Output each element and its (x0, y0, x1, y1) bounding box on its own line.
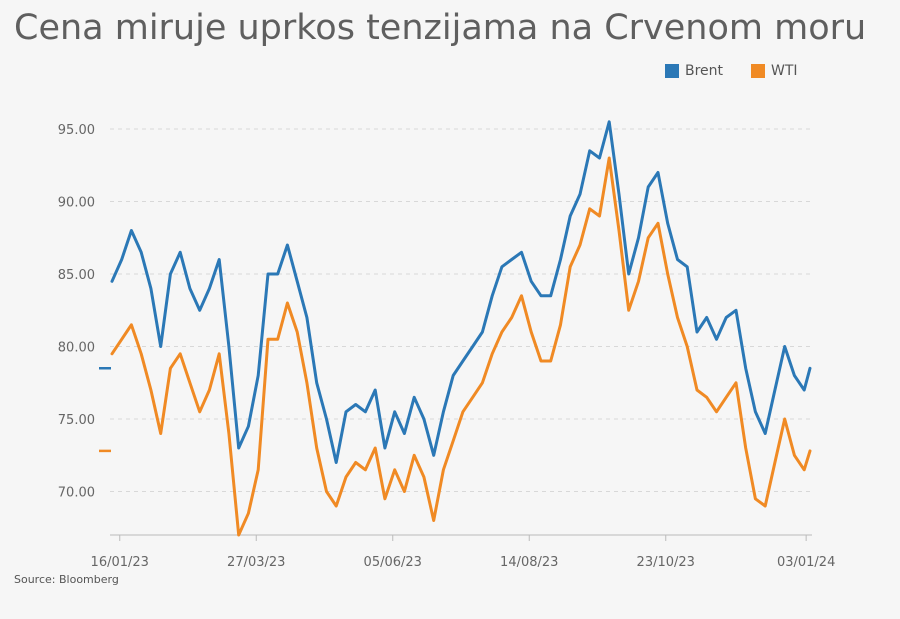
y-tick-label: 80.00 (58, 341, 95, 356)
x-tick-label: 23/10/23 (637, 555, 695, 570)
legend: Brent WTI (665, 63, 798, 79)
series-line-brent (110, 120, 812, 464)
x-tick-label: 14/08/23 (500, 555, 558, 570)
y-tick-label: 75.00 (58, 413, 95, 428)
legend-swatch-wti (751, 64, 766, 78)
y-tick-label: 85.00 (58, 268, 95, 283)
legend-label-wti: WTI (771, 63, 798, 79)
x-tick-label: 03/01/24 (777, 555, 835, 570)
x-tick-label: 27/03/23 (227, 555, 285, 570)
y-tick-label: 70.00 (58, 486, 95, 501)
y-tick-label: 90.00 (58, 196, 95, 211)
x-tick-label: 05/06/23 (364, 555, 422, 570)
chart-title: Cena miruje uprkos tenzijama na Crvenom … (14, 8, 867, 48)
y-tick-label: 95.00 (58, 123, 95, 138)
source-note: Source: Bloomberg (14, 573, 119, 586)
legend-item-wti: WTI (751, 63, 798, 79)
legend-item-brent: Brent (665, 63, 723, 79)
series-line-wti (110, 156, 812, 537)
legend-swatch-brent (665, 64, 679, 78)
x-tick-label: 16/01/23 (91, 555, 149, 570)
legend-label-brent: Brent (685, 63, 724, 79)
